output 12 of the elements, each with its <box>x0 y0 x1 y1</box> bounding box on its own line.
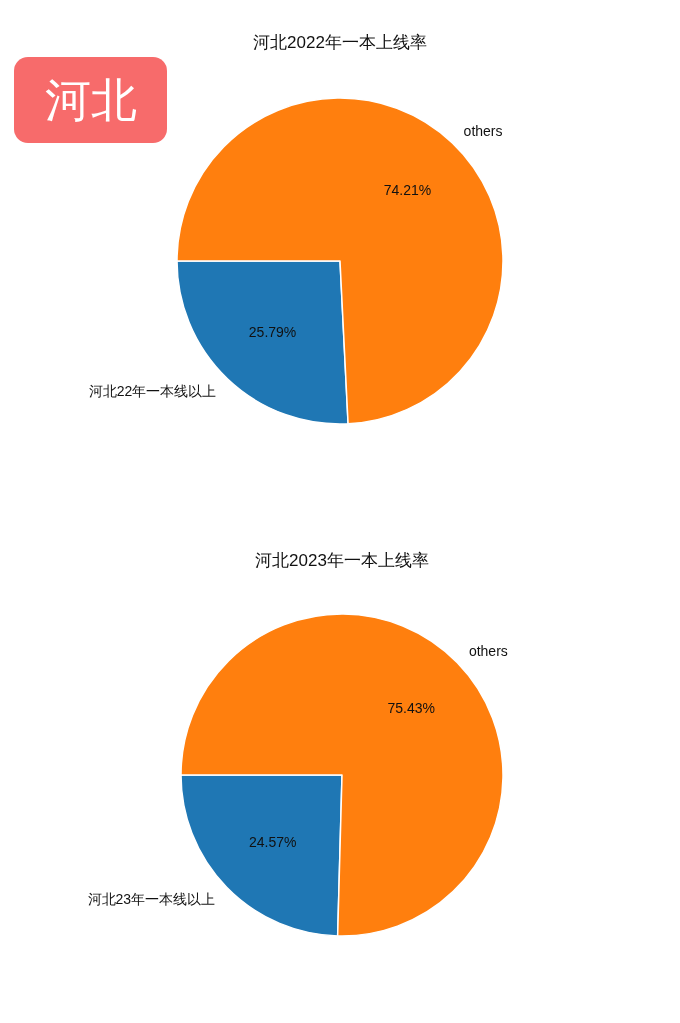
chart-title: 河北2022年一本上线率 <box>253 33 427 52</box>
slice-label: others <box>463 123 503 140</box>
data-label: 74.21% <box>383 182 432 199</box>
pie-slice <box>176 97 504 425</box>
data-label: 75.43% <box>387 699 435 716</box>
data-label: 24.57% <box>249 834 297 851</box>
slice-label: 河北22年一本线以上 <box>88 382 217 399</box>
data-label: 25.79% <box>248 323 297 340</box>
chart-title: 河北2023年一本上线率 <box>255 551 429 570</box>
slice-label: 河北23年一本线以上 <box>87 890 216 907</box>
text: 河北 <box>44 74 137 126</box>
slice-label: others <box>468 643 508 660</box>
